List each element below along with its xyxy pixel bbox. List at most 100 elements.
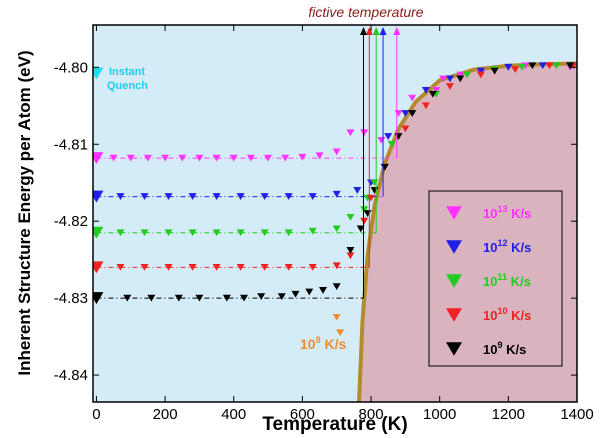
series-0-point <box>346 129 355 137</box>
series-3-start-marker <box>93 261 104 274</box>
x-tick-label: 1000 <box>423 406 456 423</box>
series-1-point <box>188 193 197 200</box>
fictive-temperature-arrows <box>359 27 401 299</box>
series-4-point <box>222 294 231 302</box>
series-4-point <box>174 294 183 302</box>
series-2-point <box>332 225 341 233</box>
series-3-point <box>236 263 245 271</box>
legend-label-unit: K/s <box>502 342 526 357</box>
y-tick-label: -4.83 <box>54 290 88 307</box>
series-4-point <box>195 294 204 302</box>
series-3-point <box>360 217 369 225</box>
instant-quench-marker <box>93 67 104 80</box>
legend-label-0: 1013 K/s <box>483 204 531 221</box>
series-4-point <box>305 288 314 296</box>
legend-label-4: 109 K/s <box>483 340 526 357</box>
series-0-point <box>161 154 170 162</box>
series-0-point <box>432 86 441 94</box>
legend-marker-0 <box>446 206 462 220</box>
series-4-point <box>408 110 417 117</box>
series-4-point <box>566 62 575 70</box>
x-tick-label: 400 <box>221 406 246 423</box>
series-0-point <box>126 154 135 162</box>
legend-label-exp: 9 <box>497 340 502 350</box>
series-0-point <box>439 75 448 83</box>
series-3-point <box>308 263 317 271</box>
series-1-point <box>212 193 221 200</box>
series-3-point <box>421 102 430 110</box>
legend-label-exp: 13 <box>497 204 507 214</box>
series-0-point <box>456 71 465 79</box>
legend-label-unit: K/s <box>507 206 531 221</box>
x-tick-label: 0 <box>92 406 100 423</box>
series-0-point <box>143 154 152 162</box>
series-0-point <box>109 154 118 162</box>
rate8-point <box>336 329 345 337</box>
series-0-point <box>229 154 238 162</box>
fictive-arrow-3 <box>365 27 373 35</box>
series-2-point <box>116 229 125 237</box>
series-1-point <box>308 193 317 200</box>
series-4-point <box>240 294 249 302</box>
series-4-point <box>257 293 266 300</box>
series-3-point <box>445 83 454 90</box>
series-2-point <box>552 62 561 70</box>
series-0-point <box>360 129 369 137</box>
series-0-point <box>264 154 273 162</box>
legend-label-1: 1012 K/s <box>483 238 531 255</box>
fictive-arrow-0 <box>393 27 401 35</box>
series-0-point <box>408 94 417 102</box>
series-4-point <box>346 247 355 254</box>
y-axis-title: Inherent Structure Energy per Atom (eV) <box>15 50 34 375</box>
legend-marker-3 <box>446 308 462 322</box>
legend-label-unit: K/s <box>507 240 531 255</box>
series-4-point <box>318 287 327 294</box>
series-1-point <box>116 193 125 200</box>
series-2-start-marker <box>93 226 104 239</box>
x-axis-title: Temperature (K) <box>262 414 407 435</box>
series-1-point <box>476 67 485 75</box>
y-tick-label: -4.81 <box>54 136 88 153</box>
chart-title: fictive temperature <box>308 4 423 20</box>
series-0-point <box>315 152 324 160</box>
instant-quench-label-line1: Instant <box>109 66 145 78</box>
series-2-point <box>387 140 396 148</box>
x-tick-label: 800 <box>359 406 384 423</box>
series-1-point <box>421 86 430 94</box>
series-2-point <box>164 229 173 237</box>
series-4-point <box>456 75 465 83</box>
series-2-point <box>284 229 293 237</box>
series-3-point <box>212 263 221 271</box>
rate8-label: 108 K/s <box>300 335 346 352</box>
series-3-point <box>476 71 485 79</box>
series-3-point <box>401 125 410 133</box>
rate8-point <box>332 313 341 321</box>
legend-marker-4 <box>446 342 462 356</box>
series-1-point <box>164 193 173 200</box>
legend-label-base: 10 <box>483 308 497 323</box>
series-2-point <box>212 229 221 237</box>
series-1-start-marker <box>93 190 104 203</box>
series-3-point <box>260 263 269 271</box>
series-2-point <box>140 229 149 237</box>
series-2-point <box>188 229 197 237</box>
legend-marker-2 <box>446 274 462 288</box>
x-tick-label: 600 <box>290 406 315 423</box>
series-4-point <box>332 283 341 290</box>
series-3-point <box>164 263 173 271</box>
series-2-point <box>518 63 527 71</box>
series-0-start-marker <box>93 152 104 165</box>
series-1-point <box>353 187 362 194</box>
legend-label-unit: K/s <box>507 274 531 289</box>
series-3-point <box>511 66 520 74</box>
fictive-arrow-1 <box>379 27 387 35</box>
series-3-point <box>346 252 355 260</box>
legend-label-2: 1011 K/s <box>483 272 531 289</box>
series-0-point <box>298 153 307 161</box>
series-4-point <box>356 225 365 233</box>
legend-label-base: 10 <box>483 274 497 289</box>
legend-label-base: 10 <box>483 240 497 255</box>
series-0-point <box>178 154 187 162</box>
instant-quench-label-line2: Quench <box>107 80 148 92</box>
